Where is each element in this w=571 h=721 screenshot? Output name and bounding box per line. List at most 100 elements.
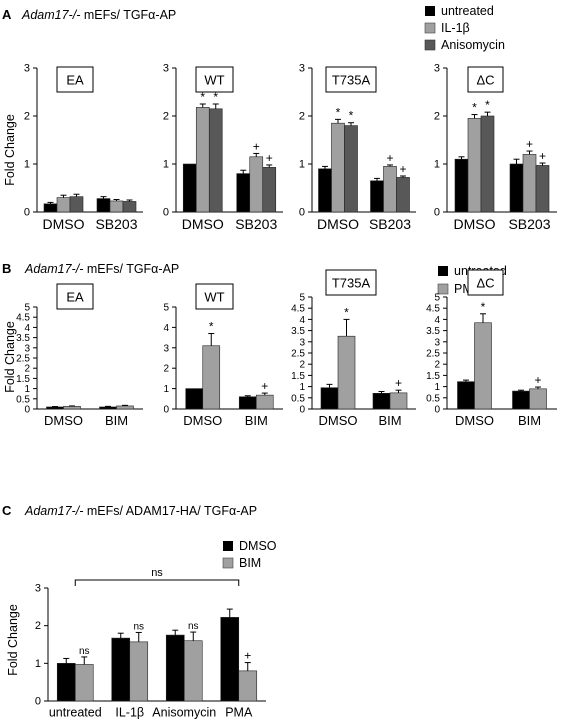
chart-a-t735a: 0 1 2 3 T735A * * DMSO + + SB203 <box>299 63 416 232</box>
panel-b-title-italic: Adam17-/- <box>24 262 83 276</box>
y-tick-label: 0 <box>299 207 305 219</box>
bar <box>69 196 84 213</box>
panel-label: T735A <box>332 276 371 291</box>
bar <box>337 335 356 410</box>
y-tick-label: 5 <box>434 293 440 304</box>
x-tick-label: BIM <box>105 413 128 428</box>
panel-b-title-rest: mEFs/ TGFα-AP <box>83 262 179 276</box>
y-tick-label: 0 <box>24 207 30 219</box>
y-tick-label: 1 <box>24 384 30 395</box>
y-tick-label: 0.5 <box>426 393 440 404</box>
y-tick-label: 4 <box>434 315 440 326</box>
y-tick-label: 2 <box>434 360 440 371</box>
legend-swatch-bim <box>222 557 234 569</box>
bar <box>522 154 537 213</box>
chart-b-wt: 0 1 2 3 4 5 WT * DMSO + BIM <box>163 283 283 428</box>
x-tick-label: SB203 <box>95 216 137 232</box>
panel-label: WT <box>204 290 224 305</box>
significance-mark: * <box>209 320 214 334</box>
bar <box>208 108 223 213</box>
panel-label: EA <box>66 290 84 305</box>
y-tick-label: 3 <box>299 337 305 348</box>
x-tick-label: DMSO <box>454 216 496 232</box>
bar <box>220 617 240 702</box>
y-tick-label: 4.5 <box>16 313 30 324</box>
panel-label-box <box>56 283 94 310</box>
bar <box>474 322 492 410</box>
panel-a-title-italic: Adam17-/- <box>21 8 80 22</box>
bar <box>529 388 547 410</box>
y-tick-label: 1 <box>24 159 30 171</box>
significance-mark: * <box>485 98 490 112</box>
bar <box>318 168 332 213</box>
y-tick-label: 3 <box>434 63 440 75</box>
bar <box>165 634 185 702</box>
y-tick-label: 3 <box>24 343 30 354</box>
significance-mark: + <box>261 379 268 393</box>
significance-mark: ns <box>188 621 199 632</box>
significance-mark: + <box>244 649 251 663</box>
bar <box>202 345 221 410</box>
x-tick-label: DMSO <box>455 413 494 428</box>
chart-panels: 0 1 2 3 EA DMSO SB203 0 1 2 3 WT * * DMSO + + SB203 0 1 2 3 T7… <box>16 63 557 720</box>
y-tick-label: 0 <box>299 405 305 416</box>
x-tick-label: Anisomycin <box>152 706 216 720</box>
y-tick-label: 1 <box>163 384 169 395</box>
significance-mark: * <box>213 90 218 104</box>
x-tick-label: SB203 <box>508 216 550 232</box>
legend-label-il1b: IL-1β <box>441 21 470 35</box>
bar <box>116 405 134 410</box>
panel-label-box <box>467 66 504 93</box>
legend-swatch-pma <box>437 283 449 295</box>
bar <box>344 125 358 213</box>
bar <box>238 670 258 702</box>
chart-a-ea: 0 1 2 3 EA DMSO SB203 <box>24 63 143 232</box>
y-tick-label: 0 <box>434 207 440 219</box>
bracket-label: ns <box>151 567 163 579</box>
bar <box>370 180 384 213</box>
y-tick-label: 4.5 <box>291 304 305 315</box>
chart-b-dc: 00.511.522.533.544.55 ΔC * DMSO + BIM <box>426 269 557 428</box>
y-tick-label: 2 <box>163 364 169 375</box>
significance-mark: ns <box>79 646 90 657</box>
panel-a-legend: untreated IL-1β Anisomycin <box>424 4 505 52</box>
x-tick-label: BIM <box>518 413 541 428</box>
y-tick-label: 2.5 <box>426 349 440 360</box>
bar <box>331 122 345 213</box>
bar <box>238 396 257 410</box>
y-tick-label: 0 <box>434 405 440 416</box>
significance-mark: ns <box>133 621 144 632</box>
significance-mark: * <box>349 109 354 123</box>
y-tick-label: 0 <box>24 405 30 416</box>
bar <box>249 156 264 213</box>
significance-mark: + <box>526 137 533 151</box>
panel-c-legend: DMSO BIM <box>222 539 277 570</box>
y-tick-label: 4 <box>299 315 305 326</box>
panel-label-box <box>56 66 94 93</box>
y-tick-label: 4 <box>24 323 30 334</box>
panel-a-title: Adam17-/- mEFs/ TGFα-AP <box>21 8 176 22</box>
y-tick-label: 3 <box>434 337 440 348</box>
y-tick-label: 1 <box>299 159 305 171</box>
y-tick-label: 1 <box>434 159 440 171</box>
x-tick-label: SB203 <box>235 216 277 232</box>
legend-label-bim: BIM <box>239 556 261 570</box>
bar <box>383 166 397 213</box>
bar <box>467 118 482 213</box>
bar <box>56 197 71 213</box>
x-tick-label: SB203 <box>369 216 411 232</box>
panel-b-title: Adam17-/- mEFs/ TGFα-AP <box>24 262 179 276</box>
x-tick-label: DMSO <box>44 413 83 428</box>
x-tick-label: BIM <box>378 413 401 428</box>
panel-label-box <box>195 283 234 310</box>
y-tick-label: 0.5 <box>291 393 305 404</box>
panel-c-title: Adam17-/- mEFs/ ADAM17-HA/ TGFα-AP <box>24 504 257 518</box>
bar <box>509 163 524 213</box>
y-tick-label: 2.5 <box>16 354 30 365</box>
legend-swatch-anisomycin <box>424 39 436 51</box>
y-tick-label: 3.5 <box>426 326 440 337</box>
chart-a-wt: 0 1 2 3 WT * * DMSO + + SB203 <box>163 63 283 232</box>
y-tick-label: 5 <box>24 303 30 314</box>
y-tick-label: 5 <box>299 293 305 304</box>
legend-swatch-untreated <box>425 6 435 16</box>
